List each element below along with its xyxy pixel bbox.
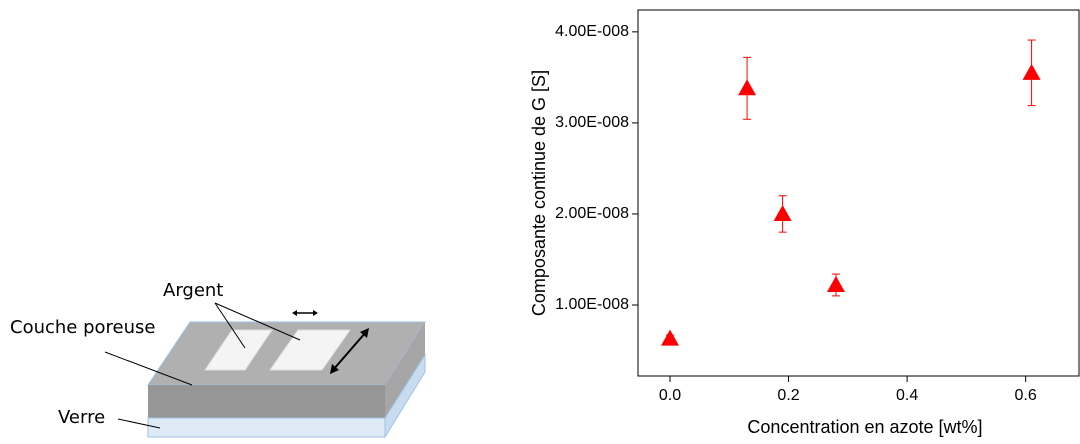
marker [773, 204, 792, 221]
pointer-line [214, 302, 246, 349]
label-verre: Verre [58, 407, 105, 428]
y-tick-label: 1.00E-008 [555, 296, 629, 313]
electrode [269, 329, 351, 371]
pointer-line [104, 351, 193, 386]
marker [1022, 63, 1041, 80]
marker [738, 79, 757, 96]
plot-frame [637, 9, 1080, 377]
marker [826, 275, 845, 292]
arrow-head [330, 364, 339, 374]
label-couche: Couche poreuse [10, 317, 155, 338]
electrode [204, 329, 273, 371]
sample-diagram: Argent Couche poreuse Verre [10, 280, 426, 439]
x-tick-label: 0.4 [896, 387, 918, 404]
label-argent: Argent [163, 280, 223, 301]
y-axis-label: Composante continue de G [S] [529, 70, 549, 316]
y-tick-label: 3.00E-008 [555, 114, 629, 131]
porous-layer-side [385, 322, 425, 418]
x-tick-label: 0.2 [777, 387, 799, 404]
marker [661, 329, 680, 346]
length-arrow [332, 331, 367, 371]
arrow-head [313, 310, 318, 316]
y-tick-label: 2.00E-008 [555, 205, 629, 222]
x-tick-label: 0.0 [659, 387, 681, 404]
arrow-head [360, 328, 369, 338]
glass-side [384, 353, 426, 439]
pointer-line [214, 302, 301, 341]
x-tick-label: 0.6 [1015, 387, 1037, 404]
x-axis-label: Concentration en azote [wt%] [747, 417, 982, 437]
y-tick-label: 4.00E-008 [555, 23, 629, 40]
glass-front [147, 417, 386, 438]
porous-layer-front [148, 385, 385, 418]
arrow-head [292, 310, 297, 316]
pointer-line [117, 418, 161, 429]
